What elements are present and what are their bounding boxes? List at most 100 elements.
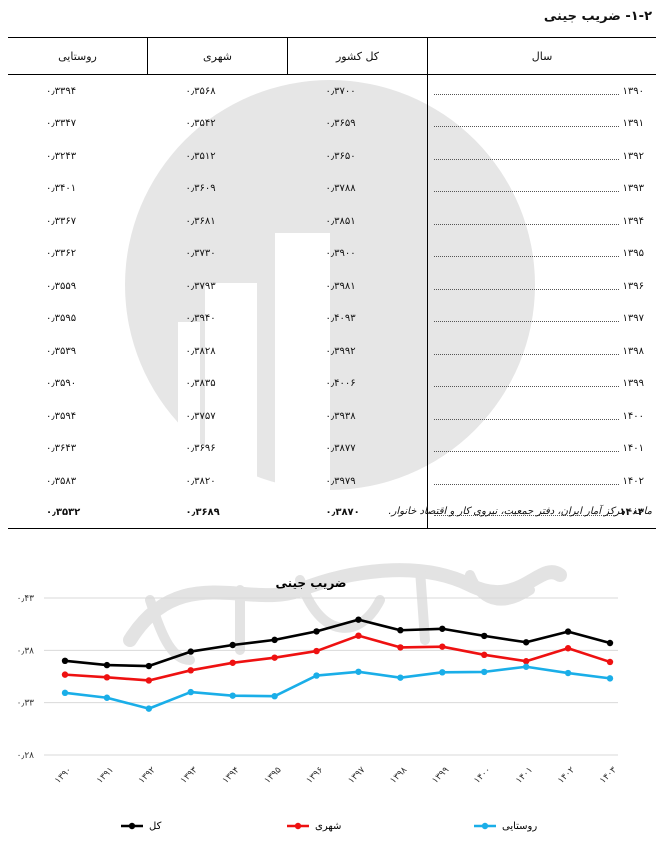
data-point (522, 639, 530, 646)
table-row: ۱۳۹۲ ۰٫۳۶۵۰ ۰٫۳۵۱۲ ۰٫۳۲۴۳ (8, 140, 656, 173)
rural-cell: ۰٫۳۳۹۴ (46, 85, 77, 97)
table-body: ۱۳۹۰ ۰٫۳۷۰۰ ۰٫۳۵۶۸ ۰٫۳۳۹۴ ۱۳۹۱ ۰٫۳۶۵۹ ۰٫۳۵۴۲ ۰٫… (8, 74, 656, 529)
rural-cell: ۰٫۳۳۶۲ (46, 248, 77, 260)
rural-cell: ۰٫۳۴۰۱ (46, 183, 77, 195)
legend-label: شهری (315, 821, 341, 832)
data-point (61, 689, 69, 697)
rural-cell: ۰٫۳۵۸۳ (46, 475, 77, 487)
year-label: ۱۴۰۳ (619, 507, 644, 518)
total-cell: ۰٫۳۷۰۰ (325, 85, 356, 97)
table-row: ۱۳۹۷ ۰٫۴۰۹۳ ۰٫۳۹۴۰ ۰٫۳۵۹۵ (8, 302, 656, 335)
urban-cell: ۰٫۳۷۳۰ (185, 248, 216, 260)
data-point (439, 669, 446, 676)
table-row: ۱۳۹۱ ۰٫۳۶۵۹ ۰٫۳۵۴۲ ۰٫۳۳۴۷ (8, 107, 656, 140)
year-cell: ۱۳۹۴ (427, 205, 656, 238)
total-cell: ۰٫۳۹۸۱ (325, 280, 356, 292)
total-cell: ۰٫۳۶۵۹ (325, 118, 356, 130)
urban-cell: ۰٫۳۸۲۸ (185, 345, 216, 357)
legend-swatch-marker (481, 822, 489, 830)
table-row: ۱۳۹۴ ۰٫۳۸۵۱ ۰٫۳۶۸۱ ۰٫۳۳۶۷ (8, 205, 656, 238)
dot-leader (434, 451, 619, 453)
dot-leader (434, 158, 619, 160)
header-rural: روستایی (8, 37, 148, 75)
x-tick-label: ۱۳۹۷ (347, 765, 368, 786)
rural-cell: ۰٫۳۳۶۷ (46, 215, 77, 227)
year-cell: ۱۴۰۲ (427, 465, 656, 498)
dot-leader (434, 353, 619, 355)
data-point (145, 677, 153, 684)
data-point (187, 688, 194, 696)
data-point (355, 632, 362, 639)
rural-cell: ۰٫۳۵۵۹ (46, 280, 77, 292)
data-point (61, 671, 69, 678)
table-total-row: ۱۴۰۳ ۰٫۳۸۷۰ ۰٫۳۶۸۹ ۰٫۳۵۳۲ (8, 497, 656, 529)
data-point (481, 651, 488, 659)
data-point (271, 654, 278, 661)
x-tick-label: ۱۳۹۶ (305, 765, 326, 786)
year-label: ۱۳۹۰ (622, 85, 644, 97)
total-cell: ۰٫۳۸۵۱ (325, 215, 356, 227)
rural-cell: ۰٫۳۲۴۳ (46, 150, 77, 162)
year-cell: ۱۳۹۹ (427, 367, 656, 400)
y-tick-label: ۰٫۴۳ (17, 594, 35, 604)
data-point (313, 647, 320, 655)
data-point (439, 643, 446, 650)
dot-leader (434, 223, 619, 225)
urban-cell: ۰٫۳۹۴۰ (185, 313, 216, 325)
year-cell: ۱۴۰۱ (427, 432, 656, 465)
x-tick-label: ۱۴۰۱ (514, 765, 535, 786)
total-cell: ۰٫۳۶۵۰ (325, 150, 356, 162)
rural-cell: ۰٫۳۳۴۷ (46, 118, 77, 130)
data-point (187, 667, 194, 674)
year-cell: ۱۳۹۷ (427, 302, 656, 335)
year-label: ۱۴۰۲ (622, 475, 644, 487)
year-label: ۱۳۹۴ (622, 215, 644, 227)
data-point (103, 674, 111, 681)
data-point (229, 659, 236, 666)
series-line (64, 634, 611, 682)
legend-label: روستایی (502, 821, 537, 832)
data-point (564, 669, 572, 677)
rural-cell: ۰٫۳۵۹۰ (46, 378, 77, 390)
legend-label: کل (149, 821, 162, 832)
year-leader: ۱۳۹۱ (428, 118, 656, 129)
x-tick-label: ۱۳۹۴ (221, 765, 242, 786)
table-row: ۱۳۹۳ ۰٫۳۷۸۸ ۰٫۳۶۰۹ ۰٫۳۴۰۱ (8, 172, 656, 205)
data-point (522, 658, 530, 665)
table-row: ۱۴۰۱ ۰٫۳۸۷۷ ۰٫۳۶۹۶ ۰٫۳۶۴۳ (8, 432, 656, 465)
legend-swatch-marker (294, 822, 302, 830)
data-point (481, 632, 488, 640)
year-label: ۱۴۰۱ (622, 443, 644, 455)
total-cell: ۰٫۳۹۷۹ (325, 475, 356, 487)
urban-cell: ۰٫۳۷۵۷ (185, 410, 216, 422)
data-point (355, 668, 362, 675)
urban-cell: ۰٫۳۷۹۳ (185, 280, 216, 292)
table-row: ۱۳۹۵ ۰٫۳۹۰۰ ۰٫۳۷۳۰ ۰٫۳۳۶۲ (8, 237, 656, 270)
dot-leader (434, 191, 619, 193)
data-point (229, 641, 236, 649)
x-tick-label: ۱۳۹۱ (95, 765, 116, 786)
data-point (397, 644, 404, 651)
x-tick-label: ۱۳۹۹ (431, 765, 452, 786)
year-leader: ۱۳۹۰ (428, 86, 656, 97)
data-point (481, 668, 488, 676)
year-label: ۱۳۹۲ (622, 150, 644, 162)
data-point (606, 639, 614, 647)
header-total: کل کشور (287, 37, 428, 75)
dot-leader (434, 126, 619, 128)
data-point (564, 628, 572, 635)
year-leader: ۱۳۹۶ (428, 281, 656, 292)
year-cell: ۱۴۰۰ (427, 400, 656, 433)
total-cell: ۰٫۳۸۷۷ (325, 443, 356, 455)
source-note: ماخذ- مرکز آمار ایران، دفتر جمعیت، نیروی… (388, 506, 652, 517)
x-tick-label: ۱۴۰۰ (472, 765, 493, 786)
legend-swatch-marker (128, 822, 136, 830)
dot-leader (434, 515, 616, 516)
x-tick-label: ۱۳۹۳ (179, 765, 200, 786)
year-cell: ۱۳۹۰ (427, 74, 656, 108)
gini-table: سال کل کشور شهری روستایی ۱۳۹۰ ۰٫۳۷۰۰ ۰٫۳۵۶… (8, 37, 656, 529)
urban-cell: ۰٫۳۵۴۲ (185, 118, 216, 130)
data-point (397, 627, 404, 634)
rural-cell: ۰٫۳۵۹۴ (46, 410, 77, 422)
table-row: ۱۴۰۲ ۰٫۳۹۷۹ ۰٫۳۸۲۰ ۰٫۳۵۸۳ (8, 465, 656, 498)
